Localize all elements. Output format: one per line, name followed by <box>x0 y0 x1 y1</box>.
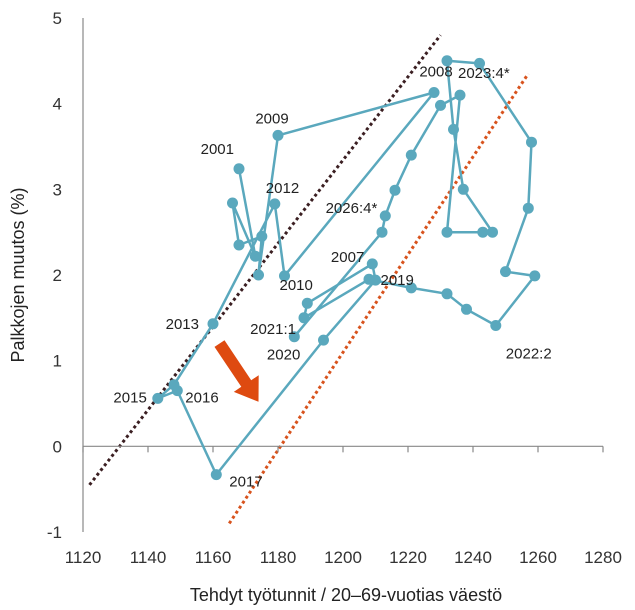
x-axis-title: Tehdyt työtunnit / 20–69-vuotias väestö <box>190 585 502 605</box>
data-point <box>298 312 310 324</box>
data-point <box>522 202 534 214</box>
y-tick-label: 0 <box>53 437 62 456</box>
point-label: 2009 <box>255 110 288 127</box>
y-tick-label: 5 <box>53 9 62 28</box>
point-label: 2022:2 <box>506 346 552 363</box>
x-tick-label: 1140 <box>130 548 167 567</box>
data-point <box>379 210 391 222</box>
data-point <box>526 136 537 148</box>
trendlines <box>88 34 530 525</box>
data-point <box>227 197 238 209</box>
point-label: 2010 <box>280 277 313 294</box>
point-label: 2012 <box>266 180 299 197</box>
data-point <box>487 226 498 238</box>
data-point <box>210 469 222 481</box>
point-label: 2016 <box>185 390 218 407</box>
trendline-lower <box>228 72 530 525</box>
data-point <box>366 258 378 270</box>
data-point <box>363 273 375 285</box>
data-point <box>233 239 245 251</box>
data-point <box>376 226 388 238</box>
x-tick-label: 1240 <box>454 548 492 567</box>
data-points <box>152 55 541 481</box>
arrow-annotation <box>214 340 259 402</box>
point-label: 2007 <box>331 249 364 266</box>
data-point <box>405 149 417 161</box>
data-point <box>454 89 466 101</box>
point-label: 2013 <box>166 316 199 333</box>
data-point <box>448 123 459 135</box>
data-point <box>318 334 329 346</box>
data-point <box>256 230 268 242</box>
point-label: 2001 <box>201 141 234 158</box>
point-label: 2017 <box>229 474 262 491</box>
point-label: 2020 <box>267 347 300 364</box>
x-axis-ticks <box>82 446 604 453</box>
y-axis-title: Palkkojen muutos (%) <box>8 187 28 362</box>
data-point <box>477 226 489 238</box>
x-tick-label: 1160 <box>195 548 232 567</box>
trendline-upper <box>88 34 442 486</box>
data-point <box>435 99 446 111</box>
data-point <box>171 385 183 397</box>
data-point <box>500 266 511 278</box>
data-point <box>233 163 245 175</box>
data-point <box>428 87 440 98</box>
data-point <box>441 288 453 300</box>
data-point <box>272 129 284 141</box>
point-label: 2026:4* <box>326 200 378 217</box>
y-tick-label: 1 <box>53 352 62 371</box>
data-point <box>152 392 164 404</box>
x-axis-tick-labels: 1120 1140 1160 1180 1200 1220 1240 1260 1280 <box>65 548 622 567</box>
point-label: 2021:1 <box>250 321 296 338</box>
data-point <box>253 269 264 281</box>
x-tick-label: 1180 <box>260 548 297 567</box>
x-tick-label: 1280 <box>584 548 622 567</box>
point-label: 2008 <box>419 64 452 81</box>
data-point <box>279 270 290 282</box>
data-point <box>301 297 313 309</box>
x-tick-label: 1260 <box>519 548 557 567</box>
data-point <box>441 226 453 238</box>
point-label: 2019 <box>381 272 414 289</box>
data-point <box>207 318 219 330</box>
point-label: 2015 <box>113 389 146 406</box>
x-tick-label: 1200 <box>324 548 362 567</box>
x-tick-label: 1220 <box>389 548 427 567</box>
data-point <box>389 184 401 196</box>
data-point <box>405 282 417 294</box>
arrow-shape <box>214 340 259 402</box>
point-label: 2023:4* <box>458 65 510 82</box>
data-point <box>461 303 472 315</box>
y-axis-tick-labels: -1 0 1 2 3 4 5 <box>47 9 62 542</box>
data-point <box>288 331 300 343</box>
y-tick-label: -1 <box>47 523 62 542</box>
data-point <box>457 183 469 195</box>
data-point <box>529 270 541 282</box>
y-tick-label: 3 <box>53 180 62 199</box>
data-point <box>269 198 281 210</box>
y-tick-label: 2 <box>53 266 62 285</box>
data-point <box>490 320 502 331</box>
x-tick-label: 1120 <box>65 548 102 567</box>
point-labels: 2001 2009 2008 2010 2012 2013 2015 2016 2017 2019… <box>113 64 551 491</box>
data-point <box>441 55 453 67</box>
data-point <box>474 57 485 69</box>
y-tick-label: 4 <box>53 95 62 114</box>
data-point <box>249 250 261 262</box>
series-line <box>156 59 537 476</box>
